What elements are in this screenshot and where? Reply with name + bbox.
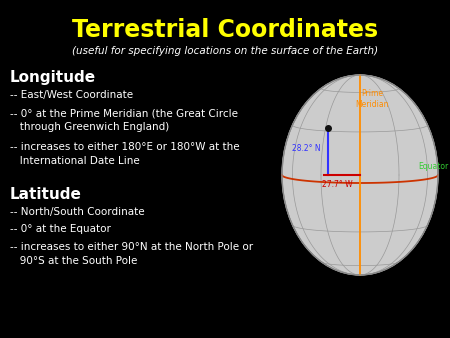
Text: Latitude: Latitude (10, 187, 82, 202)
Text: -- increases to either 90°N at the North Pole or
   90°S at the South Pole: -- increases to either 90°N at the North… (10, 242, 253, 266)
Text: (useful for specifying locations on the surface of the Earth): (useful for specifying locations on the … (72, 46, 378, 56)
Text: Prime
Meridian: Prime Meridian (355, 89, 389, 109)
Text: 27.7° W: 27.7° W (322, 180, 352, 189)
Text: -- 0° at the Equator: -- 0° at the Equator (10, 224, 111, 234)
Ellipse shape (282, 75, 438, 275)
Text: -- East/West Coordinate: -- East/West Coordinate (10, 90, 133, 100)
Text: 28.2° N: 28.2° N (292, 144, 320, 153)
Text: -- 0° at the Prime Meridian (the Great Circle
   through Greenwich England): -- 0° at the Prime Meridian (the Great C… (10, 108, 238, 132)
Text: Terrestrial Coordinates: Terrestrial Coordinates (72, 18, 378, 42)
Text: Longitude: Longitude (10, 70, 96, 85)
Text: Equator: Equator (418, 162, 448, 171)
Text: -- increases to either 180°E or 180°W at the
   International Date Line: -- increases to either 180°E or 180°W at… (10, 142, 239, 166)
Text: -- North/South Coordinate: -- North/South Coordinate (10, 207, 144, 217)
